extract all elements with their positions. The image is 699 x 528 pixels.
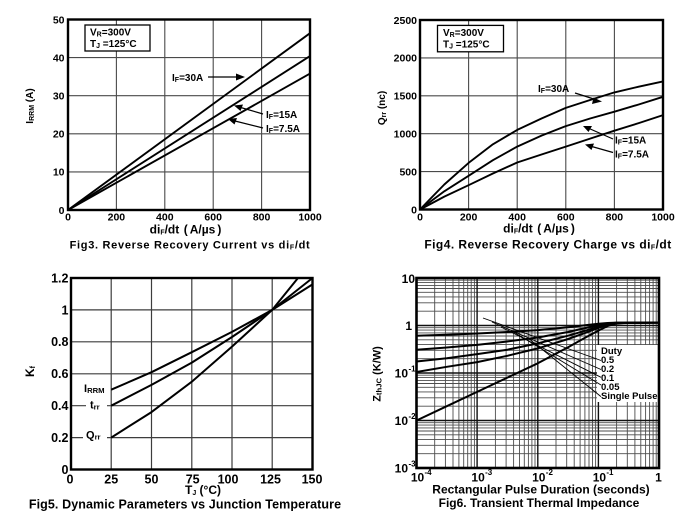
svg-text:100: 100 bbox=[218, 473, 239, 487]
svg-text:1000: 1000 bbox=[651, 212, 675, 224]
svg-text:400: 400 bbox=[508, 212, 526, 224]
svg-text:75: 75 bbox=[186, 473, 200, 487]
svg-text:2000: 2000 bbox=[394, 53, 418, 65]
svg-text:0.6: 0.6 bbox=[51, 367, 68, 381]
svg-text:VR=300V: VR=300V bbox=[443, 28, 484, 39]
svg-text:IF=30A: IF=30A bbox=[538, 84, 569, 95]
svg-text:IRRM (A): IRRM (A) bbox=[25, 88, 36, 123]
svg-text:IF=7.5A: IF=7.5A bbox=[266, 124, 300, 135]
svg-text:Fig4. Reverse Recovery Charge: Fig4. Reverse Recovery Charge vs diF/dt bbox=[424, 238, 671, 252]
svg-text:TJ (°C): TJ (°C) bbox=[185, 483, 221, 497]
svg-text:800: 800 bbox=[606, 212, 624, 224]
svg-text:1: 1 bbox=[62, 303, 69, 317]
svg-text:200: 200 bbox=[460, 212, 478, 224]
svg-text:30: 30 bbox=[53, 91, 65, 103]
svg-text:10: 10 bbox=[53, 167, 65, 179]
svg-text:50: 50 bbox=[145, 473, 159, 487]
svg-text:0.1: 0.1 bbox=[601, 373, 615, 384]
svg-text:50: 50 bbox=[53, 14, 65, 26]
svg-text:10: 10 bbox=[593, 471, 607, 485]
svg-text:0.4: 0.4 bbox=[51, 399, 68, 413]
svg-text:1.2: 1.2 bbox=[51, 271, 68, 285]
svg-text:1: 1 bbox=[655, 471, 662, 485]
svg-text:1000: 1000 bbox=[394, 129, 418, 141]
svg-text:IF=15A: IF=15A bbox=[266, 110, 297, 121]
svg-text:1000: 1000 bbox=[298, 212, 322, 224]
svg-text:10: 10 bbox=[411, 471, 425, 485]
svg-text:IRRM: IRRM bbox=[84, 383, 105, 395]
svg-text:trr: trr bbox=[90, 400, 100, 412]
svg-text:VR=300V: VR=300V bbox=[90, 28, 131, 39]
svg-text:-2: -2 bbox=[409, 412, 417, 421]
svg-text:40: 40 bbox=[53, 52, 65, 64]
svg-text:TJ =125°C: TJ =125°C bbox=[443, 39, 490, 50]
svg-text:600: 600 bbox=[204, 212, 222, 224]
svg-text:Kf: Kf bbox=[23, 365, 37, 377]
svg-text:0: 0 bbox=[59, 205, 65, 217]
svg-text:10: 10 bbox=[532, 471, 546, 485]
svg-text:0.5: 0.5 bbox=[601, 355, 615, 366]
svg-text:125: 125 bbox=[260, 473, 281, 487]
svg-text:-3: -3 bbox=[409, 460, 417, 469]
svg-text:Qrr: Qrr bbox=[86, 430, 101, 442]
svg-text:25: 25 bbox=[104, 473, 118, 487]
svg-text:ZthJC (K/W): ZthJC (K/W) bbox=[372, 346, 384, 402]
svg-text:TJ =125°C: TJ =125°C bbox=[90, 39, 137, 50]
svg-text:-3: -3 bbox=[485, 468, 493, 477]
svg-text:0: 0 bbox=[411, 204, 417, 216]
svg-text:Fig6. Transient Thermal Impeda: Fig6. Transient Thermal Impedance bbox=[439, 496, 640, 510]
svg-text:10: 10 bbox=[471, 471, 485, 485]
svg-text:600: 600 bbox=[557, 212, 575, 224]
svg-text:Qrr (nc): Qrr (nc) bbox=[377, 91, 388, 125]
svg-text:0: 0 bbox=[65, 212, 71, 224]
svg-text:Fig5. Dynamic Parameters vs Ju: Fig5. Dynamic Parameters vs Junction Tem… bbox=[29, 498, 341, 512]
svg-text:Single Pulse: Single Pulse bbox=[601, 391, 658, 402]
svg-text:400: 400 bbox=[156, 212, 174, 224]
svg-text:1: 1 bbox=[405, 319, 412, 333]
svg-text:0: 0 bbox=[62, 463, 69, 477]
svg-text:800: 800 bbox=[253, 212, 271, 224]
svg-text:20: 20 bbox=[53, 129, 65, 141]
svg-text:0.05: 0.05 bbox=[601, 382, 620, 393]
svg-text:1500: 1500 bbox=[394, 91, 418, 103]
svg-text:10: 10 bbox=[395, 462, 409, 476]
svg-text:-1: -1 bbox=[409, 365, 417, 374]
svg-text:-1: -1 bbox=[606, 468, 614, 477]
svg-text:-2: -2 bbox=[546, 468, 554, 477]
svg-text:diF/dt(A/µs): diF/dt(A/µs) bbox=[503, 222, 575, 236]
svg-text:200: 200 bbox=[108, 212, 126, 224]
svg-text:-4: -4 bbox=[425, 468, 433, 477]
svg-text:150: 150 bbox=[302, 473, 323, 487]
svg-text:500: 500 bbox=[399, 166, 417, 178]
svg-text:0: 0 bbox=[67, 473, 74, 487]
svg-text:Duty: Duty bbox=[601, 346, 623, 357]
svg-text:10: 10 bbox=[402, 272, 416, 286]
svg-text:Fig3. Reverse Recovery Current: Fig3. Reverse Recovery Current vs diF/dt bbox=[70, 240, 311, 252]
svg-text:IF=15A: IF=15A bbox=[615, 136, 646, 147]
svg-text:0.2: 0.2 bbox=[601, 364, 614, 375]
svg-text:diF/dt(A/µs): diF/dt(A/µs) bbox=[150, 222, 222, 236]
svg-text:0: 0 bbox=[417, 212, 423, 224]
svg-text:0.2: 0.2 bbox=[51, 431, 68, 445]
svg-text:10: 10 bbox=[395, 367, 409, 381]
svg-text:IF=7.5A: IF=7.5A bbox=[615, 150, 649, 161]
svg-text:0.8: 0.8 bbox=[51, 335, 68, 349]
svg-text:10: 10 bbox=[395, 414, 409, 428]
svg-text:IF=30A: IF=30A bbox=[172, 73, 203, 84]
svg-text:Rectangular Pulse Duration (se: Rectangular Pulse Duration (seconds) bbox=[432, 483, 649, 497]
svg-text:2500: 2500 bbox=[394, 15, 418, 27]
